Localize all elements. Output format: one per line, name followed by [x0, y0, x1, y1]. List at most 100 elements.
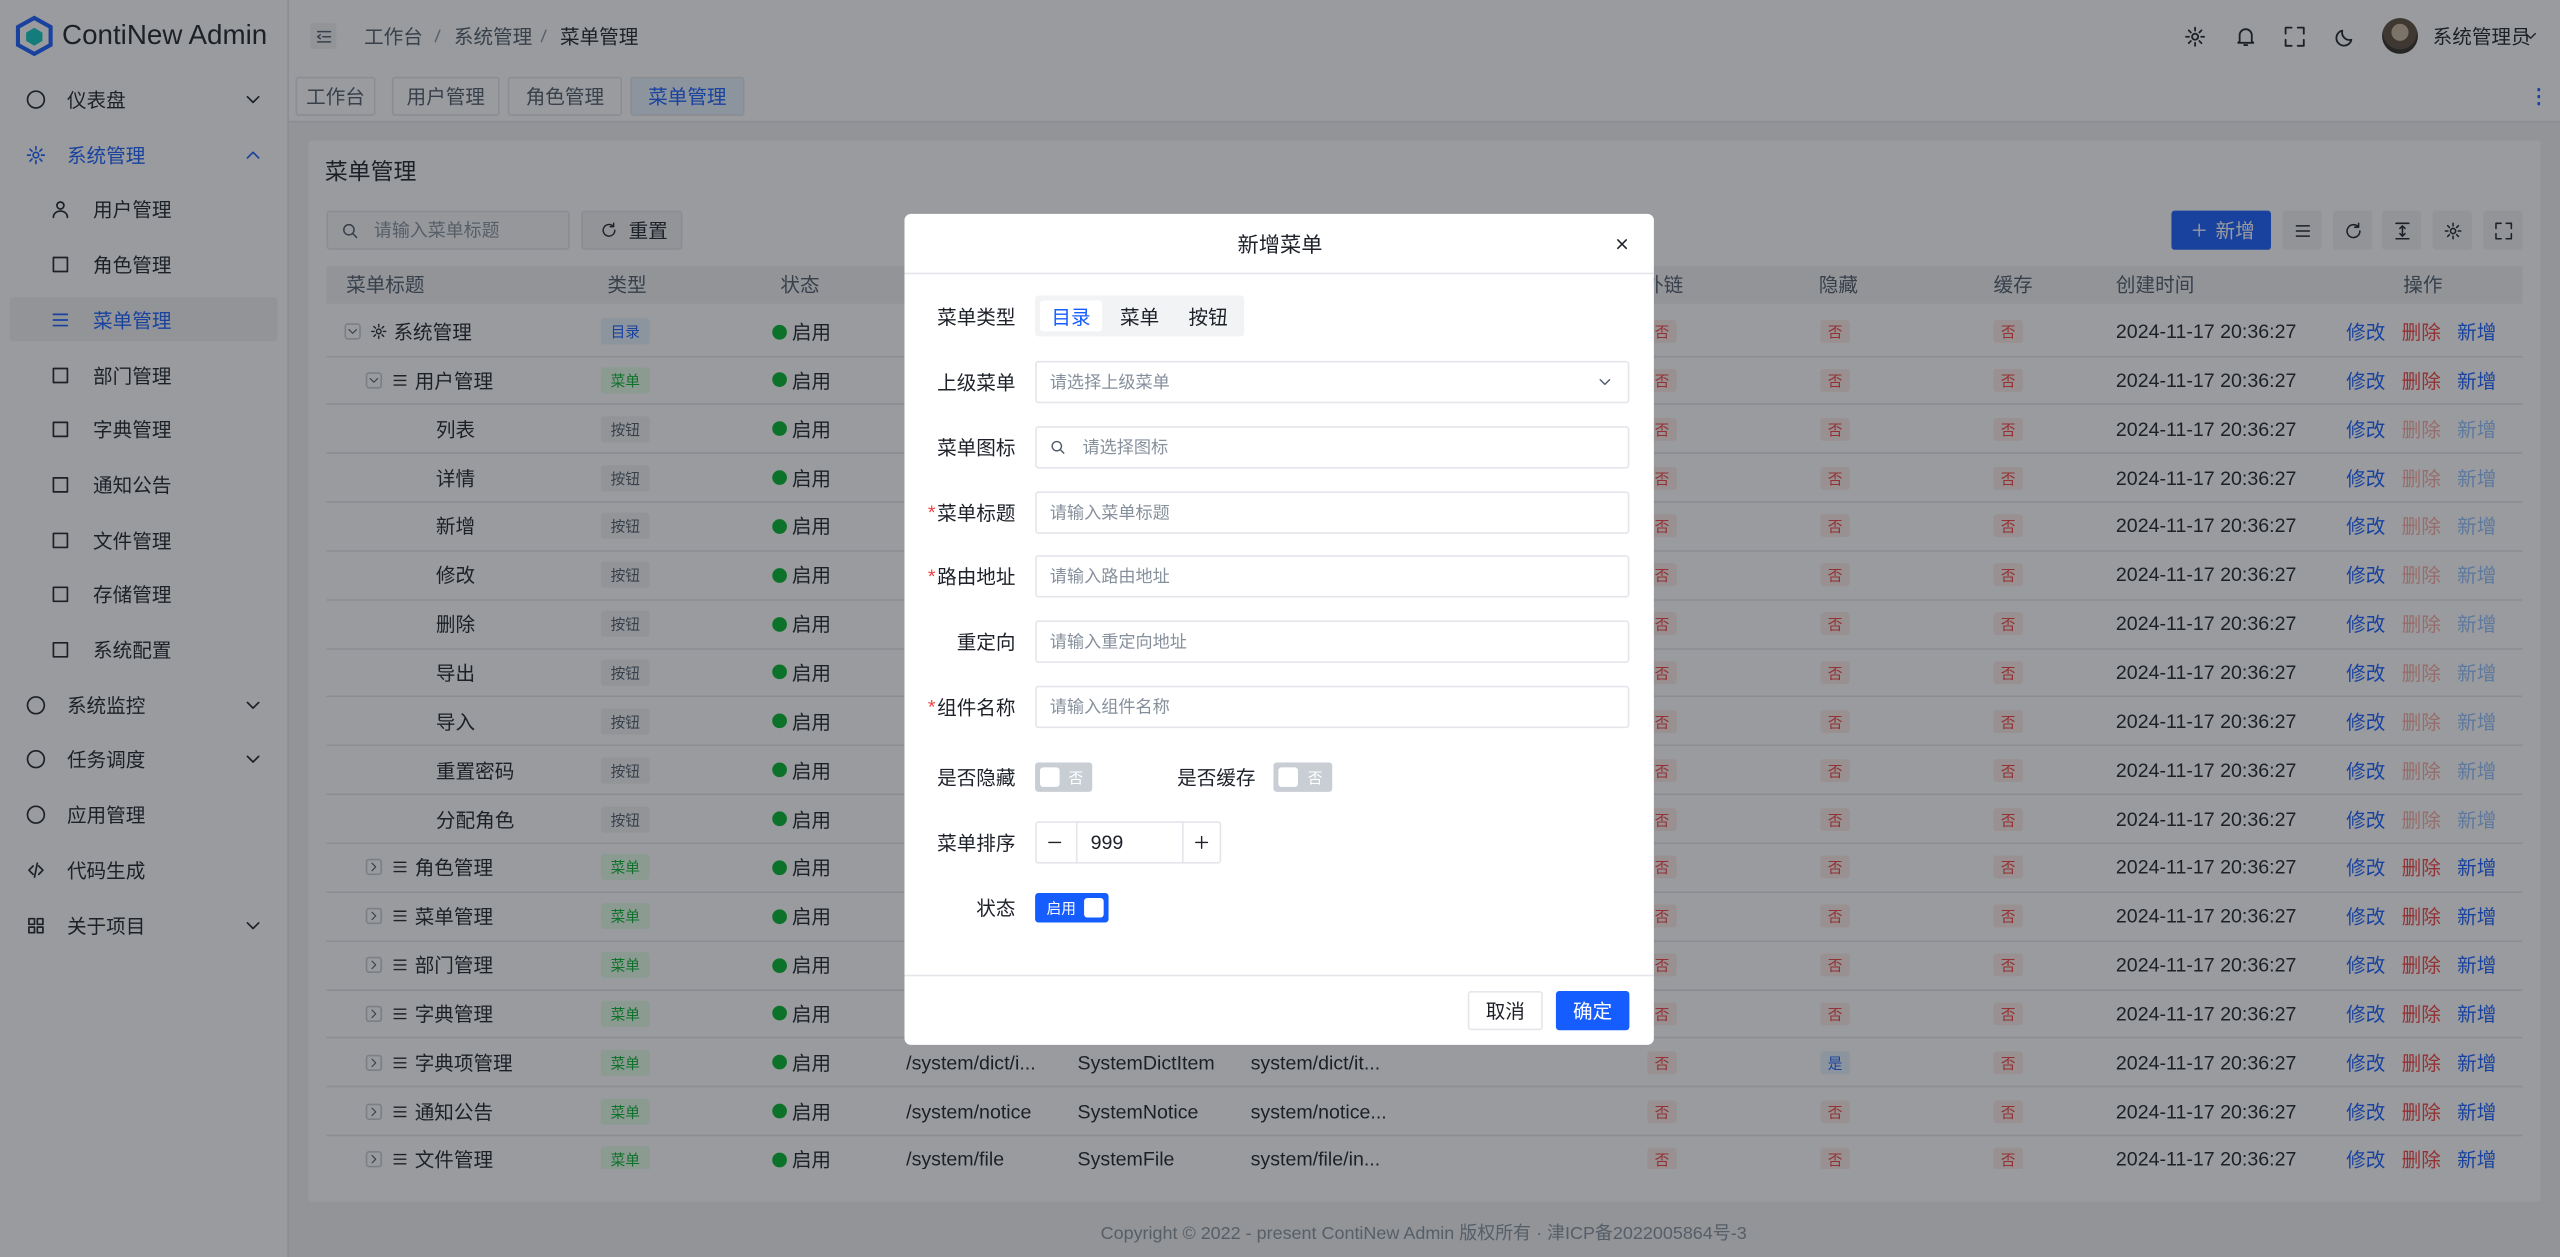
row-action[interactable]: 删除: [2401, 1100, 2441, 1124]
tab-label[interactable]: 工作台: [306, 85, 365, 109]
row-action[interactable]: 删除: [2401, 1051, 2441, 1075]
row-action[interactable]: 新增: [2457, 808, 2497, 832]
submenu-item[interactable]: 文件管理: [93, 529, 172, 552]
row-action[interactable]: 新增: [2457, 905, 2497, 929]
expand-btn[interactable]: [344, 323, 361, 340]
form-input[interactable]: [1035, 620, 1630, 664]
row-action[interactable]: 修改: [2346, 467, 2386, 490]
row-action[interactable]: 修改: [2346, 369, 2386, 393]
cancel-label[interactable]: 取消: [1485, 999, 1525, 1023]
row-action[interactable]: 删除: [2401, 1003, 2441, 1026]
add-btn[interactable]: [2171, 210, 2272, 250]
row-action[interactable]: 修改: [2346, 856, 2386, 880]
row-action[interactable]: 修改: [2346, 418, 2386, 442]
row-action[interactable]: 删除: [2401, 710, 2441, 734]
submenu-item[interactable]: 存储管理: [93, 584, 172, 608]
row-action[interactable]: 修改: [2346, 661, 2386, 685]
row-action[interactable]: 新增: [2457, 954, 2497, 978]
menu-item[interactable]: 仪表盘: [66, 88, 126, 112]
tab[interactable]: [630, 76, 745, 116]
row-action[interactable]: 修改: [2346, 613, 2386, 637]
row-action[interactable]: 新增: [2457, 710, 2497, 734]
row-action[interactable]: 新增: [2457, 320, 2497, 344]
submenu-item[interactable]: 菜单管理: [93, 309, 172, 332]
row-action[interactable]: 新增: [2457, 856, 2497, 880]
tab[interactable]: [507, 76, 623, 116]
cancel-btn[interactable]: [1467, 991, 1543, 1031]
expand-btn[interactable]: [365, 371, 383, 389]
tab-label[interactable]: 用户管理: [406, 85, 485, 109]
row-action[interactable]: 修改: [2346, 954, 2386, 978]
menu-item[interactable]: 系统监控: [66, 694, 146, 718]
breadcrumb-item[interactable]: 工作台: [364, 25, 423, 49]
submenu-item[interactable]: 角色管理: [93, 254, 172, 277]
user-name[interactable]: 系统管理员: [2432, 25, 2531, 49]
expand-btn[interactable]: [365, 956, 383, 974]
tab[interactable]: [295, 76, 376, 116]
expand-btn[interactable]: [365, 1054, 383, 1071]
row-action[interactable]: 新增: [2457, 661, 2497, 685]
form-input[interactable]: [1035, 555, 1630, 599]
reset-label[interactable]: 重置: [628, 219, 668, 243]
add-label[interactable]: 新增: [2215, 219, 2255, 243]
expand-btn[interactable]: [365, 1151, 383, 1169]
row-action[interactable]: 新增: [2457, 418, 2497, 442]
row-action[interactable]: 修改: [2346, 320, 2386, 344]
row-action[interactable]: 修改: [2346, 808, 2386, 832]
submenu-item[interactable]: 用户管理: [93, 199, 172, 222]
submenu-item[interactable]: 部门管理: [93, 364, 172, 387]
row-action[interactable]: 删除: [2401, 759, 2441, 783]
row-action[interactable]: 删除: [2401, 564, 2441, 588]
row-action[interactable]: 删除: [2401, 613, 2441, 637]
submenu-item[interactable]: 通知公告: [93, 474, 172, 497]
menu-item[interactable]: 系统管理: [66, 143, 146, 167]
row-action[interactable]: 删除: [2401, 467, 2441, 490]
menu-item[interactable]: 关于项目: [66, 914, 146, 938]
expand-btn[interactable]: [365, 1103, 383, 1120]
search-input[interactable]: [326, 210, 570, 250]
row-action[interactable]: 新增: [2457, 1051, 2497, 1075]
menu-item[interactable]: 应用管理: [66, 804, 146, 828]
avatar[interactable]: [2382, 17, 2418, 54]
form-input[interactable]: [1035, 425, 1630, 469]
row-action[interactable]: 删除: [2401, 905, 2441, 929]
row-action[interactable]: 删除: [2401, 515, 2441, 539]
tab-label[interactable]: 角色管理: [525, 85, 605, 109]
row-action[interactable]: 删除: [2401, 661, 2441, 685]
ok-btn[interactable]: [1555, 991, 1630, 1031]
segment-option[interactable]: 菜单: [1119, 306, 1160, 329]
breadcrumb-item[interactable]: 系统管理: [453, 25, 533, 49]
row-action[interactable]: 删除: [2401, 954, 2441, 978]
submenu-item[interactable]: 系统配置: [93, 639, 172, 663]
form-input[interactable]: [1035, 490, 1630, 534]
row-action[interactable]: 删除: [2401, 320, 2441, 344]
expand-btn[interactable]: [365, 859, 383, 876]
row-action[interactable]: 新增: [2457, 564, 2497, 588]
row-action[interactable]: 删除: [2401, 418, 2441, 442]
row-action[interactable]: 新增: [2457, 1100, 2497, 1124]
row-action[interactable]: 新增: [2457, 1149, 2497, 1169]
segment-option[interactable]: 按钮: [1188, 306, 1228, 329]
row-action[interactable]: 删除: [2401, 1149, 2441, 1169]
menu-item[interactable]: 代码生成: [66, 859, 146, 883]
tool-btn[interactable]: [2333, 210, 2373, 250]
row-action[interactable]: 删除: [2401, 808, 2441, 832]
row-action[interactable]: 修改: [2346, 905, 2386, 929]
row-action[interactable]: 删除: [2401, 369, 2441, 393]
tool-btn[interactable]: [2432, 210, 2472, 250]
tab[interactable]: [391, 76, 500, 116]
row-action[interactable]: 新增: [2457, 467, 2497, 490]
row-action[interactable]: 修改: [2346, 710, 2386, 734]
row-action[interactable]: 修改: [2346, 1100, 2386, 1124]
row-action[interactable]: 新增: [2457, 1003, 2497, 1026]
row-action[interactable]: 新增: [2457, 759, 2497, 783]
tool-btn[interactable]: [2483, 210, 2523, 250]
ok-label[interactable]: 确定: [1573, 999, 1613, 1023]
reset-btn[interactable]: [581, 210, 683, 250]
segment-option[interactable]: 目录: [1051, 306, 1091, 329]
row-action[interactable]: 修改: [2346, 1051, 2386, 1075]
expand-btn[interactable]: [365, 908, 383, 925]
form-input[interactable]: [1035, 360, 1630, 404]
form-input[interactable]: [1035, 685, 1630, 729]
row-action[interactable]: 修改: [2346, 515, 2386, 539]
